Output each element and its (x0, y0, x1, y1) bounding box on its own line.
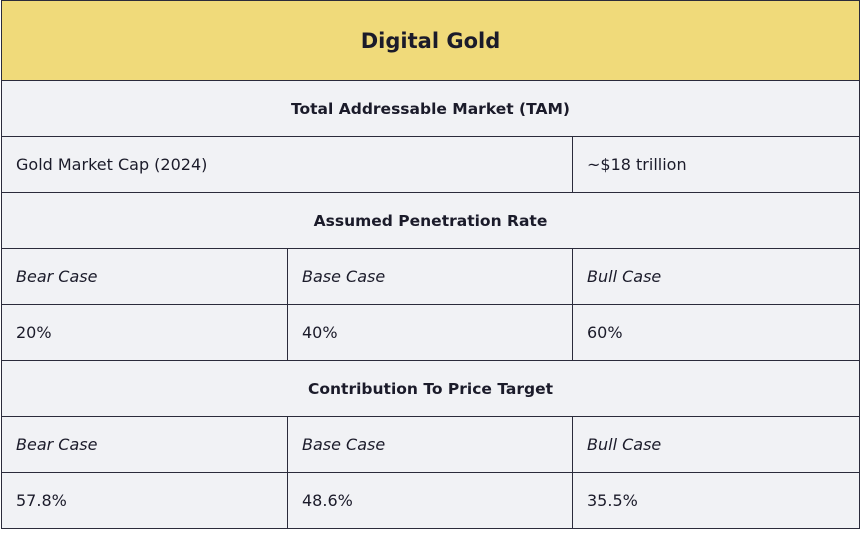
contribution-value-bear: 57.8% (1, 472, 288, 529)
contribution-case-bull: Bull Case (572, 416, 860, 473)
tam-label: Gold Market Cap (2024) (1, 136, 573, 193)
contribution-value-bull: 35.5% (572, 472, 860, 529)
penetration-value-bull: 60% (572, 304, 860, 361)
penetration-heading: Assumed Penetration Rate (1, 192, 860, 249)
penetration-case-bull: Bull Case (572, 248, 860, 305)
contribution-value-base: 48.6% (287, 472, 573, 529)
table-row: 57.8% 48.6% 35.5% (1, 472, 860, 529)
contribution-heading: Contribution To Price Target (1, 360, 860, 417)
table-row: 20% 40% 60% (1, 304, 860, 361)
contribution-case-base: Base Case (287, 416, 573, 473)
penetration-case-bear: Bear Case (1, 248, 288, 305)
tam-value: ~$18 trillion (572, 136, 860, 193)
digital-gold-table: Digital Gold Total Addressable Market (T… (1, 0, 860, 529)
penetration-value-bear: 20% (1, 304, 288, 361)
penetration-case-base: Base Case (287, 248, 573, 305)
tam-heading: Total Addressable Market (TAM) (1, 80, 860, 137)
table-row: Bear Case Base Case Bull Case (1, 248, 860, 305)
penetration-value-base: 40% (287, 304, 573, 361)
table-row: Bear Case Base Case Bull Case (1, 416, 860, 473)
contribution-case-bear: Bear Case (1, 416, 288, 473)
table-title: Digital Gold (1, 0, 860, 81)
